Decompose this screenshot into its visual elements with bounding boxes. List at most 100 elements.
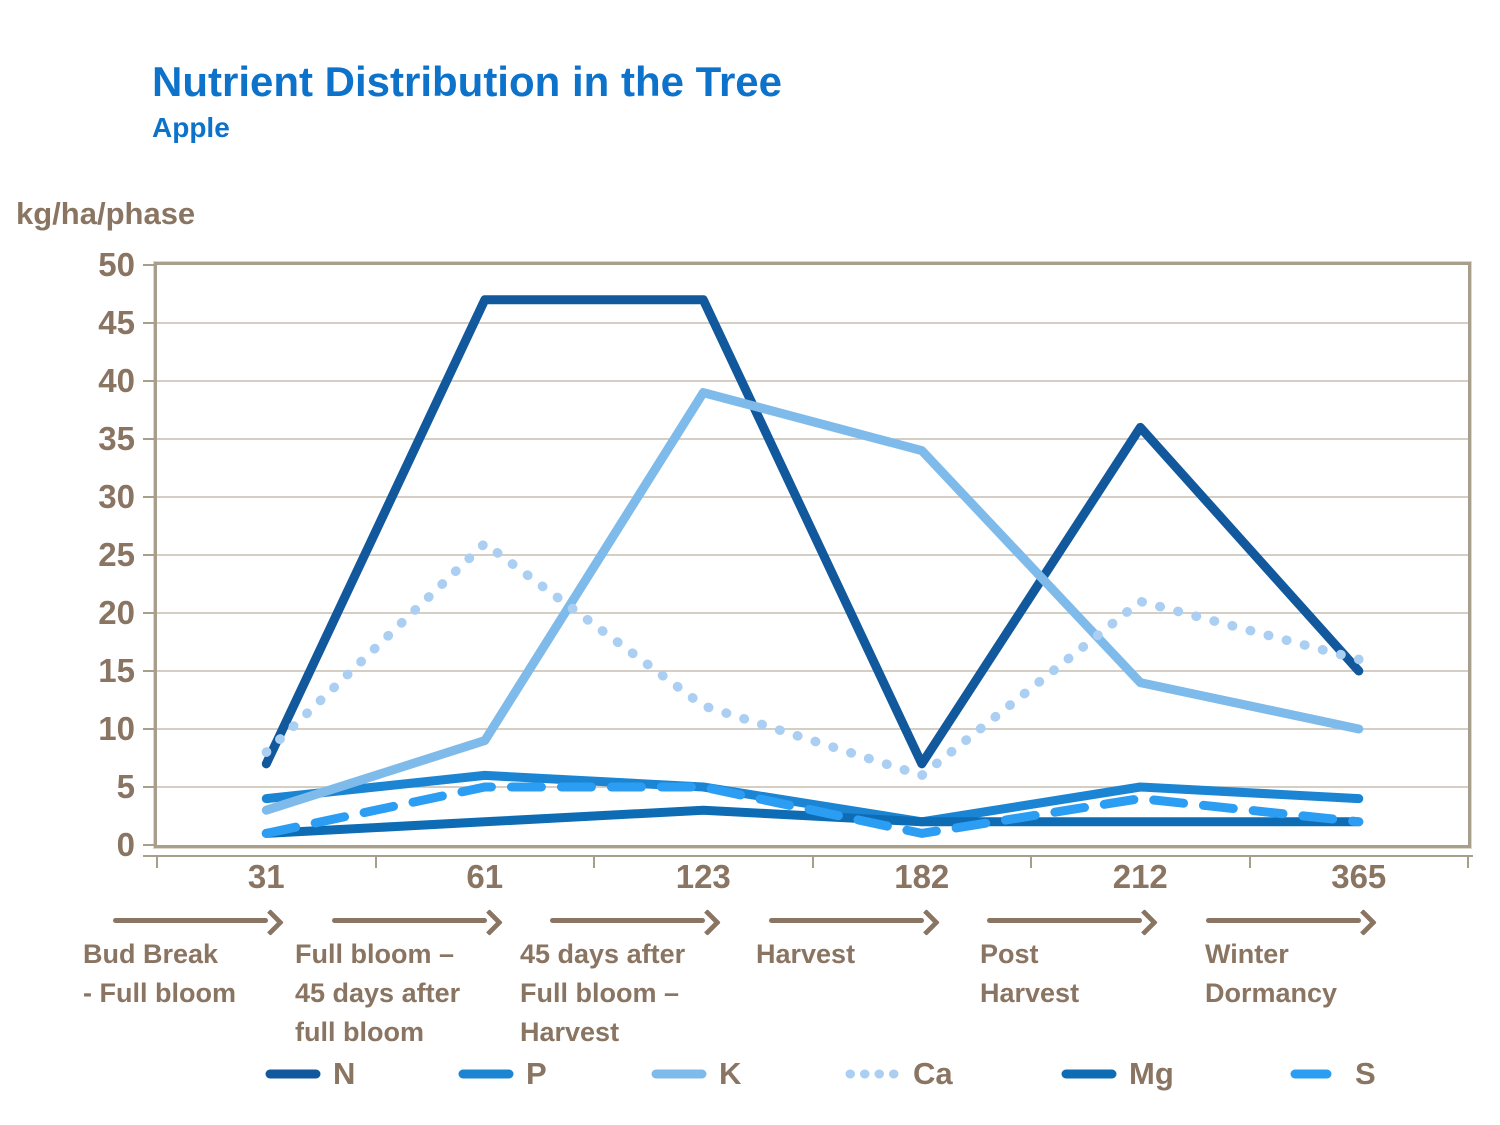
series-line-N xyxy=(261,295,1364,769)
legend-label-P: P xyxy=(526,1056,547,1091)
phase-label: Full bloom – 45 days after full bloom xyxy=(295,935,460,1052)
legend-item-Mg: Mg xyxy=(1061,1056,1174,1092)
phase-arrow-icon xyxy=(768,908,940,936)
phase-label: Post Harvest xyxy=(980,935,1079,1013)
phase-label-line: Bud Break xyxy=(83,939,219,969)
plot-area xyxy=(153,261,1472,849)
phase-label: 45 days after Full bloom – Harvest xyxy=(520,935,685,1052)
x-axis-line xyxy=(143,855,1473,857)
phase-label-line: Harvest xyxy=(980,978,1080,1008)
phase-label: Winter Dormancy xyxy=(1205,935,1337,1013)
series-line-K xyxy=(261,388,1364,815)
x-tick-label: 61 xyxy=(466,858,504,895)
phase-arrow-icon xyxy=(550,908,722,936)
series-line-Ca xyxy=(261,538,1364,781)
legend-label-K: K xyxy=(719,1056,742,1091)
y-tick-mark xyxy=(143,554,155,556)
y-tick-mark xyxy=(143,322,155,324)
series-line-S xyxy=(261,782,1364,838)
phase-arrow-icon xyxy=(113,908,285,936)
arrow-shaft xyxy=(768,918,924,923)
legend-swatch-N xyxy=(265,1069,321,1079)
y-axis-title: kg/ha/phase xyxy=(16,196,196,231)
series-line-Mg xyxy=(261,805,1364,838)
legend-label-Ca: Ca xyxy=(913,1056,953,1091)
phase-label: Harvest xyxy=(756,935,855,974)
legend-swatch-K xyxy=(651,1069,707,1079)
phase-label-line: full bloom xyxy=(295,1017,424,1047)
phase-label-line: - Full bloom xyxy=(83,978,236,1008)
x-tick-mark xyxy=(1248,855,1251,868)
x-tick-mark xyxy=(1467,855,1469,868)
phase-arrow-icon xyxy=(987,908,1159,936)
legend-swatch-S xyxy=(1290,1069,1332,1079)
y-tick-label: 5 xyxy=(116,768,135,805)
y-tick-label: 10 xyxy=(98,710,135,747)
arrow-head xyxy=(912,909,940,936)
arrow-head xyxy=(694,909,722,936)
y-tick-label: 15 xyxy=(98,652,135,689)
arrow-head xyxy=(475,909,503,936)
y-tick-label: 25 xyxy=(98,536,135,573)
x-tick-label: 123 xyxy=(675,858,731,895)
legend-swatch-Ca xyxy=(845,1069,901,1079)
y-tick-mark xyxy=(143,844,155,846)
arrow-head xyxy=(257,909,285,936)
legend-item-N: N xyxy=(265,1056,355,1092)
arrow-shaft xyxy=(987,918,1143,923)
phase-label-line: Harvest xyxy=(756,939,856,969)
legend-item-K: K xyxy=(651,1056,741,1092)
x-tick-mark xyxy=(811,855,814,868)
y-tick-mark xyxy=(143,264,155,266)
y-tick-label: 0 xyxy=(116,826,135,863)
line-chart xyxy=(157,295,1468,838)
y-tick-mark xyxy=(143,438,155,440)
phase-label-line: Full bloom – xyxy=(520,978,679,1008)
legend-item-S: S xyxy=(1287,1056,1376,1092)
phase-label-line: 45 days after xyxy=(520,939,686,969)
y-tick-label: 50 xyxy=(98,246,135,283)
arrow-shaft xyxy=(1205,918,1361,923)
phase-label-line: Dormancy xyxy=(1205,978,1338,1008)
y-tick-label: 20 xyxy=(98,594,135,631)
phase-label-line: Harvest xyxy=(520,1017,620,1047)
legend-label-S: S xyxy=(1355,1056,1376,1091)
legend-item-P: P xyxy=(458,1056,547,1092)
y-tick-mark xyxy=(143,380,155,382)
phase-label-line: Full bloom – xyxy=(295,939,454,969)
phase-arrow-icon xyxy=(331,908,503,936)
y-tick-mark xyxy=(143,786,155,788)
phase-arrow-icon xyxy=(1205,908,1377,936)
x-tick-mark xyxy=(593,855,595,868)
x-tick-mark xyxy=(156,855,158,868)
x-tick-label: 365 xyxy=(1331,858,1387,895)
y-tick-mark xyxy=(143,496,155,498)
y-tick-mark xyxy=(143,728,155,730)
legend-swatch-P xyxy=(458,1069,514,1079)
arrow-head xyxy=(1349,909,1377,936)
y-tick-label: 30 xyxy=(98,478,135,515)
page-title: Nutrient Distribution in the Tree xyxy=(152,58,783,105)
y-tick-label: 40 xyxy=(98,362,135,399)
page-subtitle: Apple xyxy=(152,112,230,143)
phase-label-line: Post xyxy=(980,939,1039,969)
x-tick-label: 31 xyxy=(247,858,285,895)
legend-swatch-Mg xyxy=(1061,1069,1117,1079)
y-tick-label: 35 xyxy=(98,420,135,457)
phase-label: Bud Break - Full bloom xyxy=(83,935,236,1013)
series-line-P xyxy=(261,770,1364,827)
x-tick-label: 182 xyxy=(894,858,950,895)
arrow-shaft xyxy=(113,918,269,923)
legend-label-Mg: Mg xyxy=(1129,1056,1174,1091)
x-tick-mark xyxy=(1030,855,1032,868)
arrow-shaft xyxy=(550,918,706,923)
arrow-shaft xyxy=(331,918,487,923)
phase-label-line: Winter xyxy=(1205,939,1289,969)
phase-label-line: 45 days after xyxy=(295,978,461,1008)
legend-label-N: N xyxy=(333,1056,356,1091)
y-tick-label: 45 xyxy=(98,304,135,341)
arrow-head xyxy=(1131,909,1159,936)
x-tick-label: 212 xyxy=(1112,858,1168,895)
x-tick-mark xyxy=(374,855,377,868)
